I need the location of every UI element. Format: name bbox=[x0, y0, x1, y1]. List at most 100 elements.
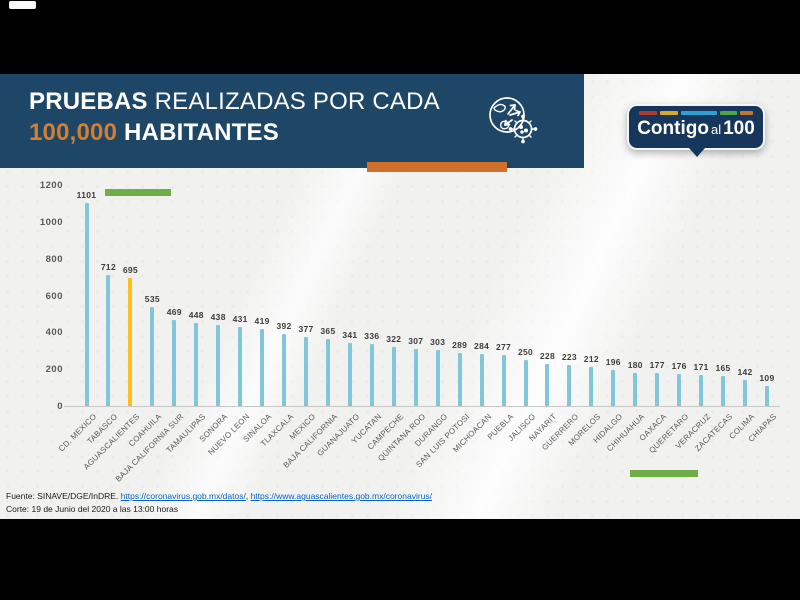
logo-speech-tail bbox=[689, 148, 705, 157]
logo-text: Contigo al 100 bbox=[629, 118, 763, 140]
bar-value-label: 365 bbox=[320, 325, 336, 336]
bar-value-label: 712 bbox=[100, 261, 116, 272]
bar-value-label: 176 bbox=[671, 360, 687, 371]
source-line: Fuente: SINAVE/DGE/InDRE. https://corona… bbox=[6, 490, 432, 503]
title-line2: 100,000 HABITANTES bbox=[29, 117, 440, 148]
bar-value-label: 469 bbox=[166, 306, 182, 317]
bar-sonora bbox=[216, 325, 221, 406]
bar-value-label: 109 bbox=[759, 372, 775, 383]
bar-value-label: 336 bbox=[364, 331, 380, 342]
slide-header: PRUEBAS REALIZADAS POR CADA 100,000 HABI… bbox=[0, 74, 584, 172]
y-axis-tick-label: 800 bbox=[45, 253, 63, 265]
bar-value-label: 431 bbox=[232, 313, 248, 324]
bar-baja-california-sur bbox=[172, 319, 177, 406]
letterbox-bottom bbox=[0, 519, 800, 600]
bar-sinaloa bbox=[260, 328, 265, 406]
page-title: PRUEBAS REALIZADAS POR CADA 100,000 HABI… bbox=[29, 86, 440, 148]
logo-stripe bbox=[639, 111, 657, 115]
bar-nuevo-leon bbox=[238, 326, 243, 406]
bar-value-label: 303 bbox=[430, 337, 446, 348]
bar-value-label: 1101 bbox=[76, 190, 97, 201]
bar-nayarit bbox=[545, 364, 550, 406]
source-link-coronavirus[interactable]: https://coronavirus.gob.mx/datos/ bbox=[120, 491, 246, 501]
bar-value-label: 142 bbox=[737, 366, 753, 377]
bar-zacatecas bbox=[721, 375, 726, 406]
logo-word-contigo: Contigo bbox=[637, 118, 709, 139]
title-word-pruebas: PRUEBAS bbox=[29, 88, 148, 115]
bar-michoacan bbox=[479, 353, 484, 406]
y-axis-tick-label: 400 bbox=[45, 327, 63, 339]
logo-stripe bbox=[740, 111, 753, 115]
bar-guerrero bbox=[567, 364, 572, 406]
bar-jalisco bbox=[523, 359, 528, 406]
logo-word-100: 100 bbox=[723, 118, 755, 139]
logo-stripe bbox=[720, 111, 737, 115]
title-number-accent: 100,000 bbox=[29, 119, 118, 146]
x-axis-line bbox=[64, 406, 780, 407]
bar-durango bbox=[435, 350, 440, 406]
y-axis-tick-label: 0 bbox=[57, 401, 63, 412]
bar-queretaro bbox=[677, 373, 682, 406]
bar-value-label: 448 bbox=[188, 310, 204, 321]
source-prefix: Fuente: SINAVE/DGE/InDRE. bbox=[6, 491, 121, 501]
bar-baja-california bbox=[325, 338, 330, 406]
bar-hidalgo bbox=[611, 369, 616, 406]
bar-tabasco bbox=[106, 274, 111, 406]
source-separator: , bbox=[245, 491, 251, 501]
green-accent-top bbox=[105, 189, 171, 196]
y-axis-tick-label: 200 bbox=[45, 364, 63, 376]
bar-coahuila bbox=[150, 307, 155, 406]
bar-value-label: 284 bbox=[474, 340, 490, 351]
bar-puebla bbox=[501, 354, 506, 406]
bar-value-label: 392 bbox=[276, 320, 292, 331]
bar-san-luis-potosi bbox=[457, 352, 462, 406]
bar-value-label: 165 bbox=[715, 362, 731, 373]
bar-value-label: 212 bbox=[583, 353, 599, 364]
bar-campeche bbox=[391, 346, 396, 406]
y-axis-tick-label: 1200 bbox=[39, 180, 63, 191]
bar-value-label: 228 bbox=[539, 351, 555, 361]
logo-stripe bbox=[681, 111, 717, 115]
cutoff-line: Corte: 19 de Junio del 2020 a las 13:00 … bbox=[6, 504, 179, 514]
logo-stripes bbox=[639, 111, 753, 115]
globe-virus-icon bbox=[489, 97, 538, 144]
bar-veracruz bbox=[699, 374, 704, 406]
bar-value-label: 341 bbox=[342, 330, 358, 341]
title-line2-rest: HABITANTES bbox=[117, 119, 279, 146]
bar-value-label: 289 bbox=[452, 339, 468, 350]
bar-value-label: 695 bbox=[122, 265, 138, 275]
bar-value-label: 419 bbox=[254, 315, 270, 326]
bar-guanajuato bbox=[347, 343, 352, 406]
bar-cd-mexico bbox=[84, 203, 89, 406]
green-accent-bottom bbox=[630, 470, 698, 477]
bar-value-label: 250 bbox=[517, 346, 534, 357]
bar-value-label: 535 bbox=[144, 294, 160, 305]
bar-oaxaca bbox=[655, 373, 660, 406]
bar-value-label: 171 bbox=[693, 361, 709, 372]
title-line1-rest: REALIZADAS POR CADA bbox=[147, 88, 440, 115]
logo-stripe bbox=[660, 111, 678, 115]
bar-colima bbox=[743, 379, 747, 406]
bar-value-label: 196 bbox=[605, 356, 621, 367]
title-line1: PRUEBAS REALIZADAS POR CADA bbox=[29, 86, 440, 117]
bar-morelos bbox=[589, 366, 594, 406]
header-accent-bar bbox=[367, 162, 507, 172]
bar-value-label: 377 bbox=[298, 323, 314, 334]
video-artifact bbox=[9, 1, 36, 9]
bar-aguascalientes bbox=[128, 278, 133, 406]
bar-chihuahua bbox=[633, 372, 638, 406]
letterbox-top bbox=[0, 0, 800, 74]
bar-value-label: 307 bbox=[408, 336, 424, 347]
logo-word-al: al bbox=[710, 122, 722, 137]
y-axis-tick-label: 1000 bbox=[39, 216, 63, 228]
contigo-al-100-logo: Contigo al 100 bbox=[627, 104, 765, 157]
bar-value-label: 438 bbox=[210, 312, 226, 323]
bar-quintana-roo bbox=[413, 349, 418, 406]
bar-value-label: 180 bbox=[627, 359, 643, 370]
bar-yucatan bbox=[369, 344, 374, 406]
bar-value-label: 177 bbox=[649, 360, 665, 371]
bar-tlaxcala bbox=[282, 333, 287, 406]
source-link-aguascalientes[interactable]: https://www.aguascalientes.gob.mx/corona… bbox=[250, 491, 432, 501]
